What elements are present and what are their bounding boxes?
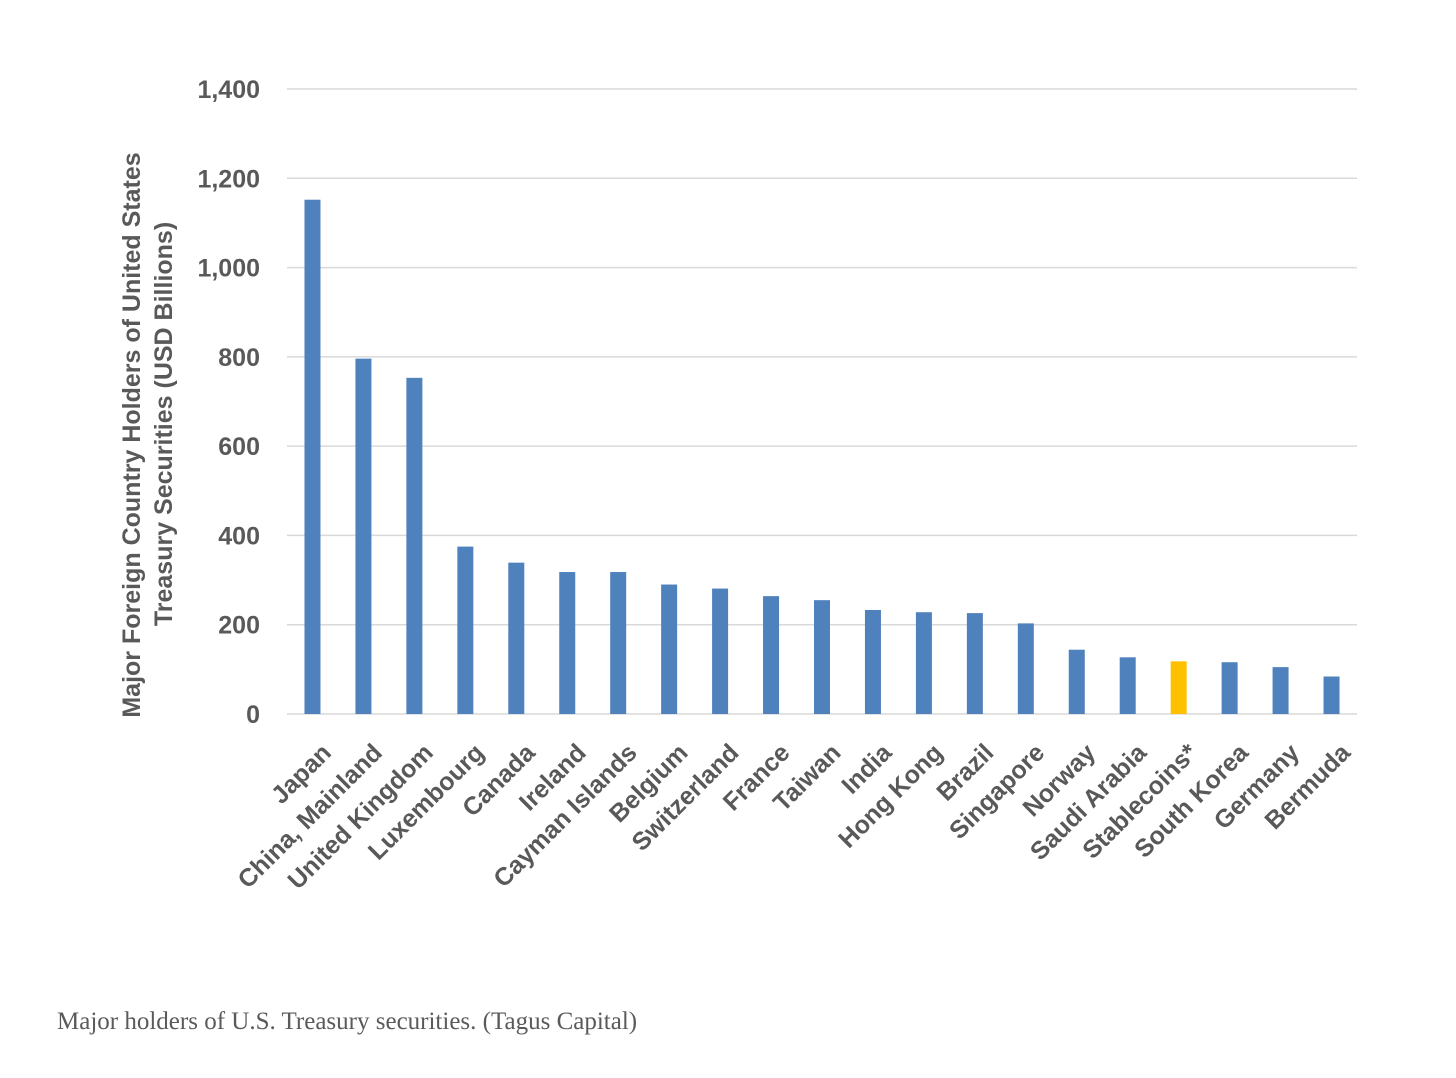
- bar-hong-kong: [915, 612, 932, 714]
- bar-singapore: [1017, 623, 1034, 714]
- bar-india: [864, 609, 881, 714]
- bar-germany: [1272, 667, 1289, 714]
- y-tick-label: 600: [218, 433, 260, 461]
- y-tick-label: 1,400: [197, 76, 260, 104]
- figure-caption: Major holders of U.S. Treasury securitie…: [57, 1008, 638, 1035]
- y-tick-label: 400: [218, 522, 260, 550]
- bar-china-mainland: [355, 358, 372, 714]
- bar-norway: [1068, 649, 1085, 714]
- bar-ireland: [559, 572, 576, 714]
- bar-south-korea: [1221, 662, 1238, 714]
- y-tick-label: 1,200: [197, 165, 260, 193]
- y-axis-title-line-2: Treasury Securities (USD Billions): [150, 222, 178, 626]
- bar-stablecoins: [1170, 661, 1187, 714]
- y-tick-label: 200: [218, 612, 260, 640]
- bar-brazil: [966, 613, 983, 714]
- y-tick-label: 1,000: [197, 255, 260, 283]
- bar-canada: [508, 562, 525, 714]
- y-tick-label: 0: [246, 701, 260, 729]
- bar-chart: 0 200 400 600 800 1,000 1,200 1,400 JapanChina,…: [118, 76, 1357, 895]
- bars: [304, 199, 1340, 714]
- bar-japan: [304, 199, 321, 714]
- bar-belgium: [661, 584, 678, 714]
- bar-bermuda: [1323, 676, 1340, 714]
- bar-switzerland: [712, 588, 729, 714]
- bar-france: [763, 596, 780, 714]
- bar-cayman-islands: [610, 572, 627, 714]
- y-axis-title-line-1: Major Foreign Country Holders of United …: [118, 152, 146, 717]
- bar-saudi-arabia: [1119, 657, 1136, 714]
- bar-luxembourg: [457, 546, 474, 714]
- bar-united-kingdom: [406, 377, 423, 714]
- y-tick-label: 800: [218, 344, 260, 372]
- y-axis-ticks: 0 200 400 600 800 1,000 1,200 1,400: [197, 76, 260, 729]
- bar-taiwan: [814, 600, 830, 714]
